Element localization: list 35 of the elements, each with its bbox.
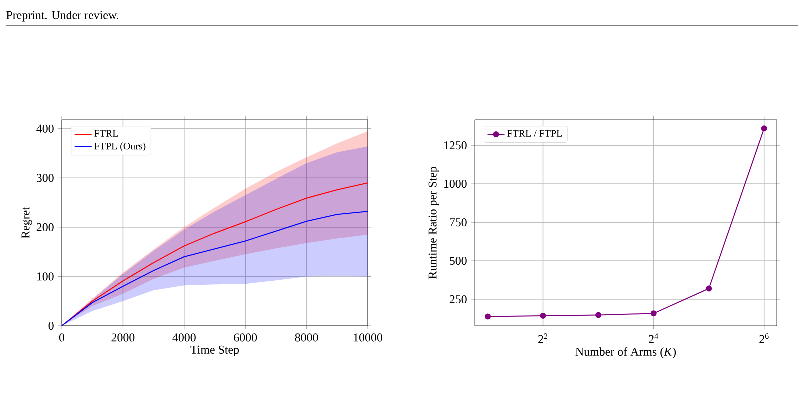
x-tick-label: 2$^{4}$: [649, 334, 658, 344]
y-tick-label: 1250: [444, 142, 467, 150]
point: [706, 286, 712, 292]
y-tick-label: 400: [36, 124, 54, 133]
point: [761, 126, 768, 132]
x-tick-label: 10000: [354, 334, 382, 342]
line-series: [62, 182, 368, 326]
x-tick-label: 0: [59, 334, 65, 342]
text: Preprint. Under review.: [6, 10, 119, 22]
x-tick-label: 8000: [295, 334, 318, 342]
x-axis-title: Number of Arms (K): [576, 347, 676, 358]
point: [596, 312, 602, 318]
y-tick-label: 750: [450, 218, 467, 227]
y-tick-label: 1000: [444, 180, 467, 188]
x-tick-label: 2$^{2}$: [538, 334, 548, 344]
legend-label: FTPL (Ours): [94, 142, 146, 152]
y-tick-label: 0: [48, 322, 54, 330]
y-tick-label: 250: [450, 295, 467, 304]
y-axis-title: Regret: [22, 207, 32, 239]
y-tick-label: 200: [36, 223, 54, 232]
y-axis-title: Runtime Ratio per Step: [428, 167, 440, 279]
point: [650, 310, 657, 317]
line-series: [62, 211, 368, 326]
point: [540, 312, 546, 319]
y-tick-label: 500: [450, 256, 467, 266]
x-axis-title: Time Step: [190, 346, 240, 356]
x-tick-label: 2$^{6}$: [760, 334, 769, 344]
legend-label: FTRL / FTPL: [508, 130, 562, 138]
x-tick-label: 4000: [172, 334, 196, 342]
legend-label: FTRL: [94, 130, 118, 137]
point: [484, 314, 491, 320]
y-tick-label: 300: [36, 174, 54, 182]
y-tick-label: 100: [37, 272, 54, 281]
x-tick-label: 6000: [234, 334, 258, 342]
x-tick-label: 2000: [112, 334, 135, 342]
